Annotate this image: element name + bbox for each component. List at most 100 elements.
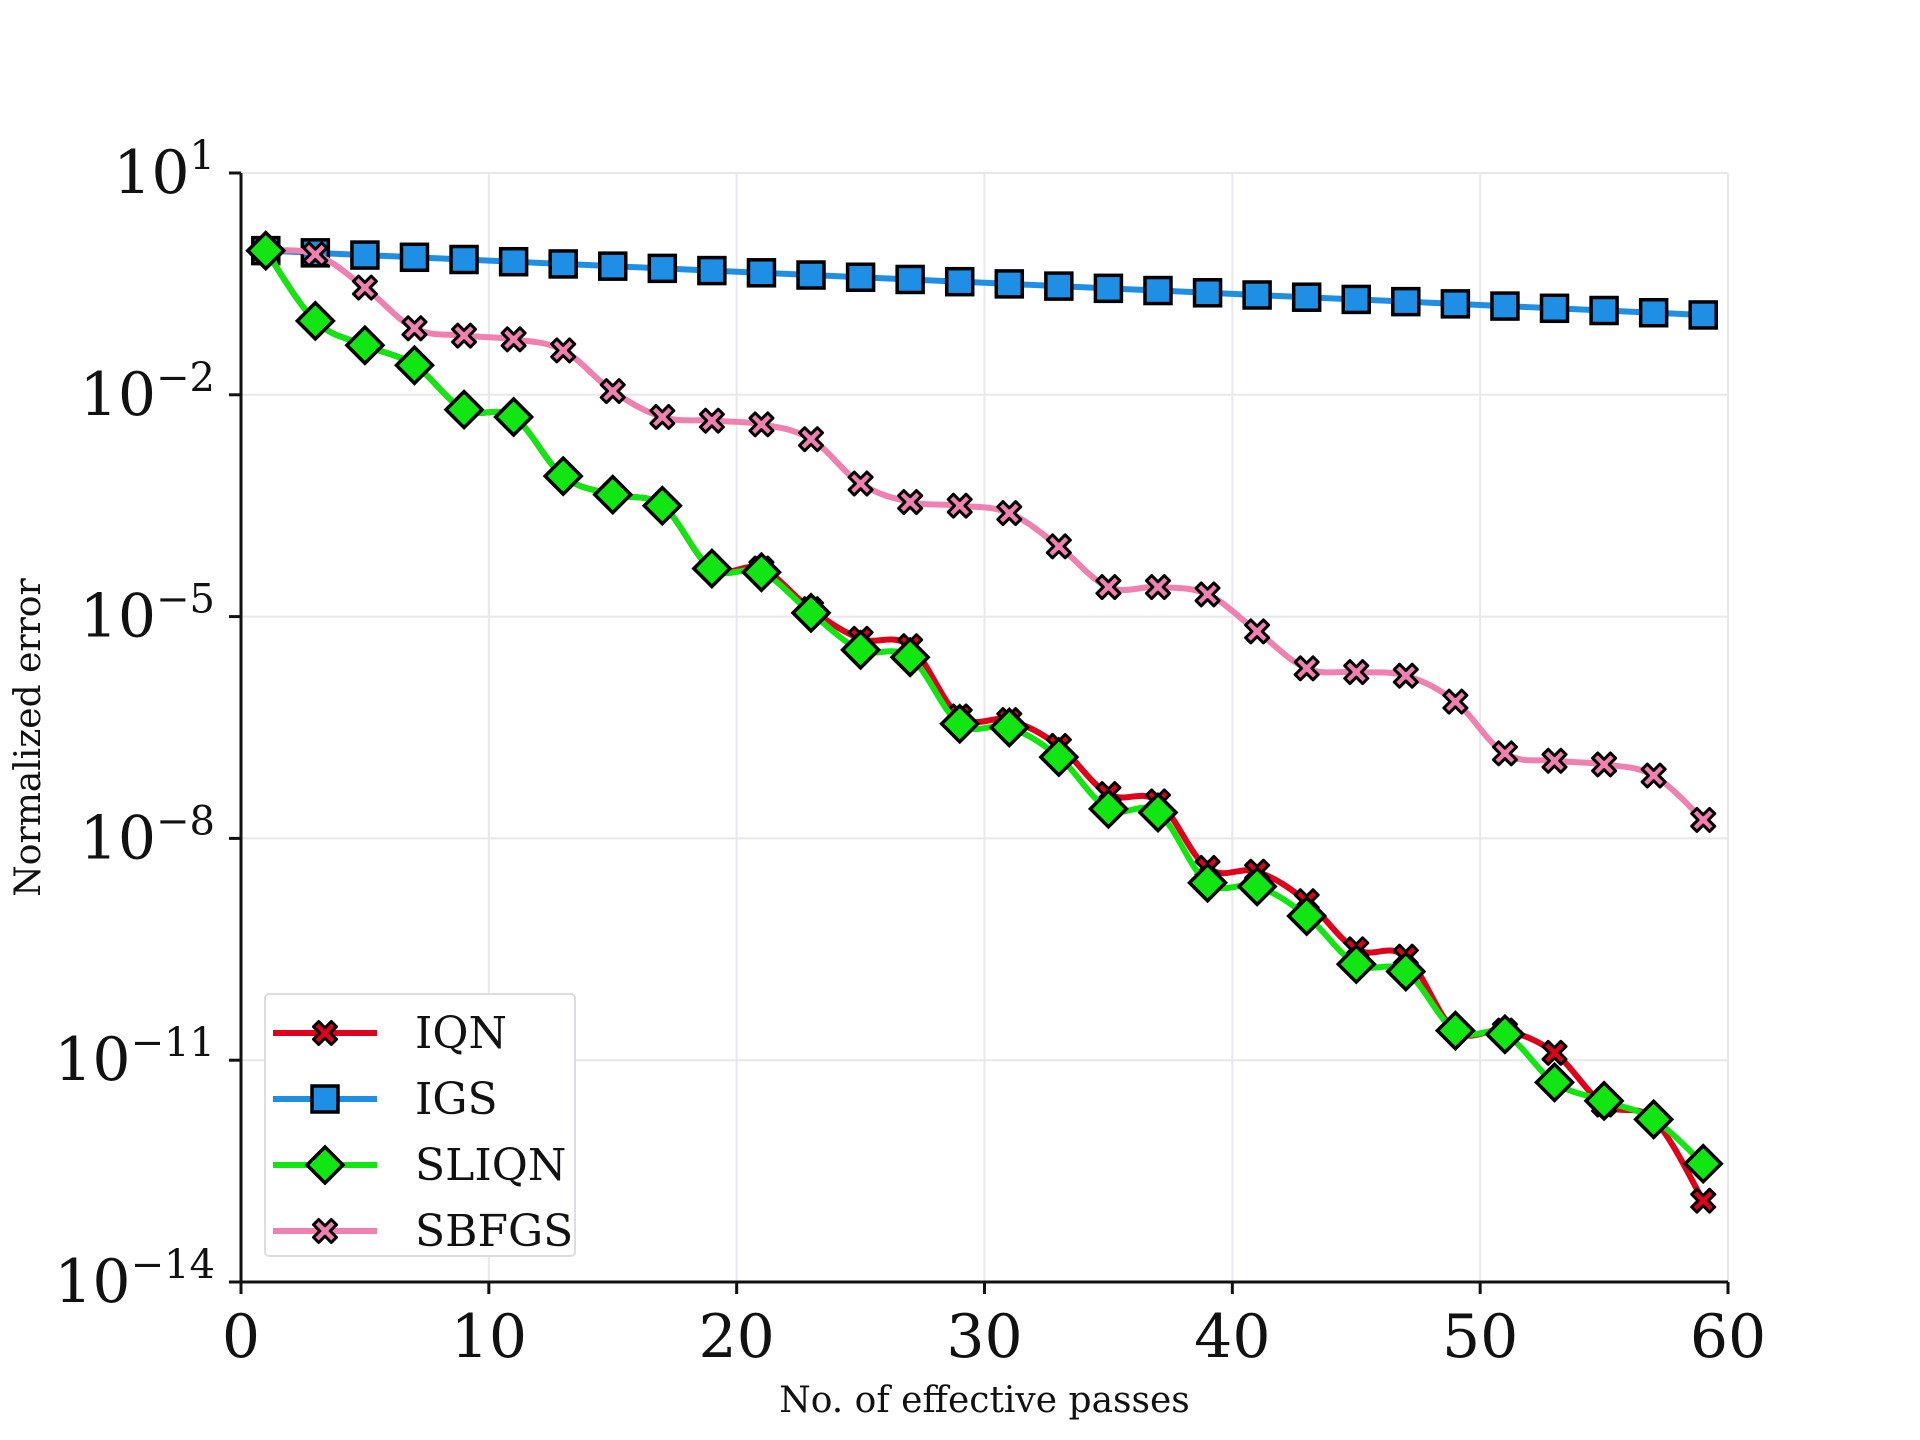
legend-label-igs: IGS	[415, 1074, 498, 1125]
data-point-igs	[1192, 278, 1223, 308]
data-point-sliqn	[542, 455, 584, 497]
data-point-sliqn	[592, 474, 634, 516]
series-sliqn	[245, 230, 1724, 1185]
data-point-sbfgs	[401, 315, 428, 342]
data-point-igs	[647, 253, 678, 284]
legend-label-sbfgs: SBFGS	[415, 1206, 573, 1257]
data-point-sbfgs	[1392, 662, 1419, 689]
y-tick-label: 10−2	[80, 355, 215, 430]
data-point-sliqn	[939, 703, 981, 745]
data-point-iqn	[1690, 1187, 1717, 1214]
data-point-sbfgs	[451, 322, 478, 349]
legend-marker-igs	[310, 1084, 340, 1114]
data-point-igs	[944, 266, 975, 297]
data-point-sbfgs	[302, 241, 329, 268]
y-tick-label: 10−8	[80, 798, 215, 873]
data-point-sbfgs	[897, 489, 924, 516]
legend-item-sbfgs: SBFGS	[273, 1206, 573, 1257]
data-point-sliqn	[1038, 736, 1080, 778]
legend-label-sliqn: SLIQN	[415, 1140, 566, 1191]
data-point-sliqn	[889, 636, 931, 678]
data-point-sbfgs	[1343, 659, 1370, 686]
data-point-sbfgs	[1095, 574, 1122, 601]
data-point-sbfgs	[1194, 581, 1221, 608]
data-point-sliqn	[493, 396, 535, 438]
data-point-sliqn	[1534, 1061, 1575, 1103]
data-point-sbfgs	[996, 500, 1023, 527]
data-point-igs	[1143, 275, 1173, 306]
data-point-sliqn	[1236, 865, 1278, 907]
y-axis-label: Normalized error	[8, 578, 49, 897]
data-point-sliqn	[294, 300, 336, 342]
data-point-sbfgs	[599, 378, 626, 405]
data-point-igs	[1093, 273, 1124, 304]
data-point-sliqn	[1137, 792, 1179, 833]
data-point-igs	[994, 269, 1025, 299]
data-point-sbfgs	[698, 407, 725, 434]
data-point-igs	[796, 260, 826, 290]
data-point-sbfgs	[946, 492, 973, 519]
data-point-igs	[746, 258, 777, 288]
data-point-sbfgs	[500, 326, 527, 353]
data-point-igs	[1044, 271, 1074, 301]
data-point-sbfgs	[1491, 740, 1518, 767]
x-tick-label: 20	[698, 1302, 774, 1372]
data-point-igs	[1539, 293, 1570, 324]
data-point-sliqn	[1682, 1143, 1724, 1185]
data-point-igs	[1638, 297, 1669, 328]
x-tick-label: 0	[222, 1302, 260, 1372]
data-point-sbfgs	[847, 470, 874, 497]
data-point-igs	[1291, 282, 1322, 312]
legend-marker-sbfgs	[312, 1218, 338, 1244]
legend-label-iqn: IQN	[415, 1008, 507, 1059]
data-point-igs	[1341, 284, 1371, 315]
data-point-sbfgs	[1244, 618, 1271, 645]
data-point-sliqn	[790, 592, 832, 634]
data-point-sliqn	[443, 389, 485, 431]
data-point-sbfgs	[351, 274, 378, 301]
data-point-sliqn	[1385, 951, 1427, 992]
legend-marker-iqn	[312, 1020, 338, 1046]
x-tick-label: 10	[451, 1302, 527, 1372]
data-point-sliqn	[1434, 1010, 1476, 1052]
data-point-sliqn	[740, 551, 782, 593]
ticks: 0 10 20 30 40 50 60 101 10−2 10−5 10−8 10−11 10−14	[54, 133, 1766, 1372]
data-point-igs	[845, 262, 876, 292]
y-tick-label: 101	[113, 133, 215, 208]
data-point-sliqn	[245, 230, 287, 272]
data-point-sliqn	[840, 629, 882, 671]
data-point-igs	[1440, 289, 1471, 319]
data-point-sbfgs	[550, 337, 577, 364]
data-point-igs	[548, 249, 578, 279]
data-point-sbfgs	[1144, 574, 1171, 601]
data-point-sliqn	[1187, 862, 1229, 904]
data-point-sliqn	[988, 707, 1030, 748]
data-point-sliqn	[691, 548, 733, 590]
data-point-sliqn	[1335, 943, 1377, 985]
data-point-sbfgs	[1690, 806, 1717, 833]
x-tick-label: 30	[946, 1302, 1022, 1372]
data-point-igs	[1688, 300, 1718, 330]
data-point-sliqn	[1484, 1013, 1526, 1055]
data-point-sbfgs	[1591, 751, 1618, 778]
data-point-igs	[697, 255, 727, 286]
data-point-sbfgs	[748, 411, 775, 438]
data-point-igs	[1391, 286, 1421, 317]
data-point-sliqn	[394, 344, 435, 386]
legend-item-iqn: IQN	[273, 1008, 507, 1059]
data-point-igs	[350, 240, 380, 270]
data-point-sliqn	[1286, 895, 1328, 937]
data-point-sbfgs	[1442, 688, 1469, 715]
data-point-sbfgs	[649, 403, 676, 430]
data-point-igs	[895, 264, 925, 295]
data-point-sbfgs	[1045, 533, 1072, 560]
data-point-igs	[1490, 291, 1520, 321]
data-point-sliqn	[641, 485, 683, 527]
data-point-igs	[1242, 280, 1272, 310]
legend-item-igs: IGS	[273, 1074, 498, 1125]
series-layer	[245, 230, 1724, 1214]
data-point-igs	[399, 242, 430, 273]
x-tick-label: 50	[1442, 1302, 1518, 1372]
data-point-igs	[449, 244, 479, 275]
